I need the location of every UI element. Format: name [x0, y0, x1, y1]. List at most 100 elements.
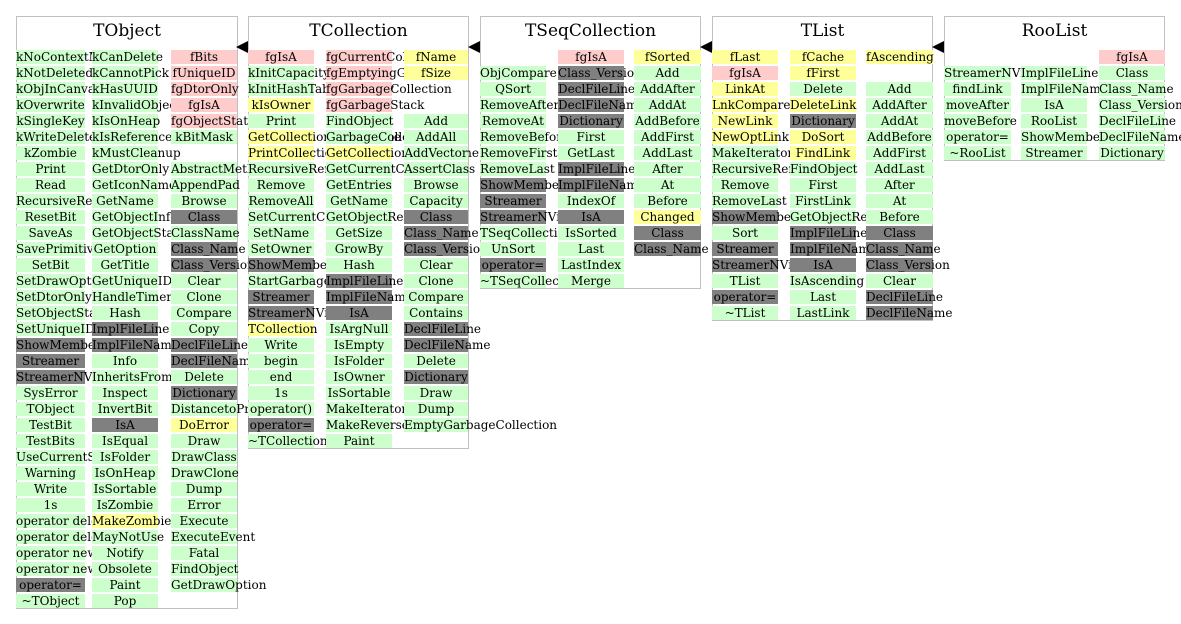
- member-cell[interactable]: SetCurrentCollection: [248, 210, 378, 224]
- member-cell[interactable]: Remove: [248, 178, 314, 192]
- member-cell[interactable]: Pop: [92, 594, 158, 608]
- member-cell[interactable]: kWriteDelete: [16, 130, 97, 144]
- member-cell[interactable]: operator=: [248, 418, 314, 432]
- member-cell[interactable]: IsAscending: [790, 274, 865, 288]
- member-cell[interactable]: Read: [16, 178, 85, 192]
- member-cell[interactable]: ImplFileName: [558, 178, 645, 192]
- member-cell[interactable]: DoSort: [790, 130, 856, 144]
- member-cell[interactable]: GrowBy: [326, 242, 392, 256]
- member-cell[interactable]: Class_Version: [404, 242, 488, 256]
- member-cell[interactable]: fBits: [171, 50, 237, 64]
- member-cell[interactable]: SetUniqueID: [16, 322, 95, 336]
- member-cell[interactable]: DeclFileLine: [1099, 114, 1177, 128]
- member-cell[interactable]: FindObject: [790, 162, 858, 176]
- member-cell[interactable]: After: [866, 178, 933, 192]
- member-cell[interactable]: ImplFileLine: [558, 162, 636, 176]
- member-cell[interactable]: kIsReferenced: [92, 130, 180, 144]
- member-cell[interactable]: Dictionary: [171, 386, 237, 400]
- member-cell[interactable]: TestBits: [16, 434, 85, 448]
- member-cell[interactable]: UseCurrentStyle: [16, 450, 119, 464]
- member-cell[interactable]: Remove: [712, 178, 778, 192]
- member-cell[interactable]: SysError: [16, 386, 85, 400]
- member-cell[interactable]: ResetBit: [16, 210, 85, 224]
- member-cell[interactable]: ImplFileName: [92, 338, 179, 352]
- member-cell[interactable]: Class_Version: [171, 258, 255, 272]
- member-cell[interactable]: AddVector: [404, 146, 468, 160]
- member-cell[interactable]: StreamerNVirtual: [712, 258, 822, 272]
- member-cell[interactable]: Draw: [404, 386, 468, 400]
- member-cell[interactable]: RecursiveRemove: [248, 162, 357, 176]
- member-cell[interactable]: ImplFileName: [1021, 82, 1108, 96]
- member-cell[interactable]: fgCurrentCollection: [326, 50, 448, 64]
- member-cell[interactable]: TList: [712, 274, 778, 288]
- member-cell[interactable]: GarbageCollect: [326, 130, 421, 144]
- member-cell[interactable]: fFirst: [790, 66, 856, 80]
- member-cell[interactable]: GetCollectionEntryName: [326, 146, 479, 160]
- member-cell[interactable]: Add: [404, 114, 468, 128]
- member-cell[interactable]: fgIsA: [712, 66, 778, 80]
- member-cell[interactable]: ShowMembers: [480, 178, 571, 192]
- member-cell[interactable]: FirstLink: [790, 194, 856, 208]
- member-cell[interactable]: DoError: [171, 418, 237, 432]
- member-cell[interactable]: After: [634, 162, 701, 176]
- member-cell[interactable]: Info: [92, 354, 158, 368]
- member-cell[interactable]: GetName: [326, 194, 392, 208]
- member-cell[interactable]: AddBefore: [866, 130, 933, 144]
- member-cell[interactable]: Class: [404, 210, 468, 224]
- member-cell[interactable]: kCanDelete: [92, 50, 163, 64]
- member-cell[interactable]: findLink: [944, 82, 1011, 96]
- member-cell[interactable]: IsSortable: [92, 482, 158, 496]
- member-cell[interactable]: GetUniqueID: [92, 274, 173, 288]
- member-cell[interactable]: ImplFileLine: [1021, 66, 1099, 80]
- member-cell[interactable]: SaveAs: [16, 226, 85, 240]
- member-cell[interactable]: GetCollectionEntryName: [248, 130, 401, 144]
- member-cell[interactable]: Clone: [171, 290, 237, 304]
- member-cell[interactable]: Clone: [404, 274, 468, 288]
- member-cell[interactable]: ExecuteEvent: [171, 530, 256, 544]
- member-cell[interactable]: TObject: [16, 402, 85, 416]
- member-cell[interactable]: IsA: [92, 418, 158, 432]
- member-cell[interactable]: Dictionary: [1099, 146, 1165, 160]
- member-cell[interactable]: DeclFileLine: [866, 290, 944, 304]
- member-cell[interactable]: IsZombie: [92, 498, 158, 512]
- member-cell[interactable]: operator=: [712, 290, 778, 304]
- member-cell[interactable]: Delete: [171, 370, 237, 384]
- member-cell[interactable]: RemoveLast: [480, 162, 555, 176]
- member-cell[interactable]: UnSort: [480, 242, 546, 256]
- member-cell[interactable]: MayNotUse: [92, 530, 165, 544]
- member-cell[interactable]: RecursiveRemove: [712, 162, 821, 176]
- member-cell[interactable]: RemoveBefore: [480, 130, 570, 144]
- member-cell[interactable]: GetOption: [92, 242, 158, 256]
- member-cell[interactable]: Add: [634, 66, 701, 80]
- member-cell[interactable]: ImplFileLine: [92, 322, 170, 336]
- member-cell[interactable]: RemoveAll: [248, 194, 314, 208]
- member-cell[interactable]: Error: [171, 498, 237, 512]
- member-cell[interactable]: kIsOwner: [248, 98, 314, 112]
- member-cell[interactable]: kInitCapacity: [248, 66, 330, 80]
- member-cell[interactable]: AddAt: [866, 114, 933, 128]
- member-cell[interactable]: kIsOnHeap: [92, 114, 161, 128]
- member-cell[interactable]: moveAfter: [944, 98, 1011, 112]
- member-cell[interactable]: IsA: [558, 210, 624, 224]
- member-cell[interactable]: GetDrawOption: [171, 578, 267, 592]
- member-cell[interactable]: kHasUUID: [92, 82, 158, 96]
- member-cell[interactable]: IsA: [326, 306, 392, 320]
- member-cell[interactable]: ~TObject: [16, 594, 85, 608]
- member-cell[interactable]: Class_Version: [558, 66, 642, 80]
- member-cell[interactable]: AddAll: [404, 130, 468, 144]
- member-cell[interactable]: ImplFileLine: [326, 274, 404, 288]
- member-cell[interactable]: fSorted: [634, 50, 701, 64]
- member-cell[interactable]: NewLink: [712, 114, 778, 128]
- member-cell[interactable]: kBitMask: [171, 130, 237, 144]
- member-cell[interactable]: kInvalidObject: [92, 98, 181, 112]
- member-cell[interactable]: TCollection: [248, 322, 318, 336]
- member-cell[interactable]: Print: [16, 162, 85, 176]
- member-cell[interactable]: IsFolder: [326, 354, 392, 368]
- member-cell[interactable]: kSingleKey: [16, 114, 85, 128]
- member-cell[interactable]: Browse: [171, 194, 237, 208]
- member-cell[interactable]: Paint: [326, 434, 392, 448]
- member-cell[interactable]: Clear: [171, 274, 237, 288]
- member-cell[interactable]: NewOptLink: [712, 130, 790, 144]
- member-cell[interactable]: GetName: [92, 194, 158, 208]
- member-cell[interactable]: IsFolder: [92, 450, 158, 464]
